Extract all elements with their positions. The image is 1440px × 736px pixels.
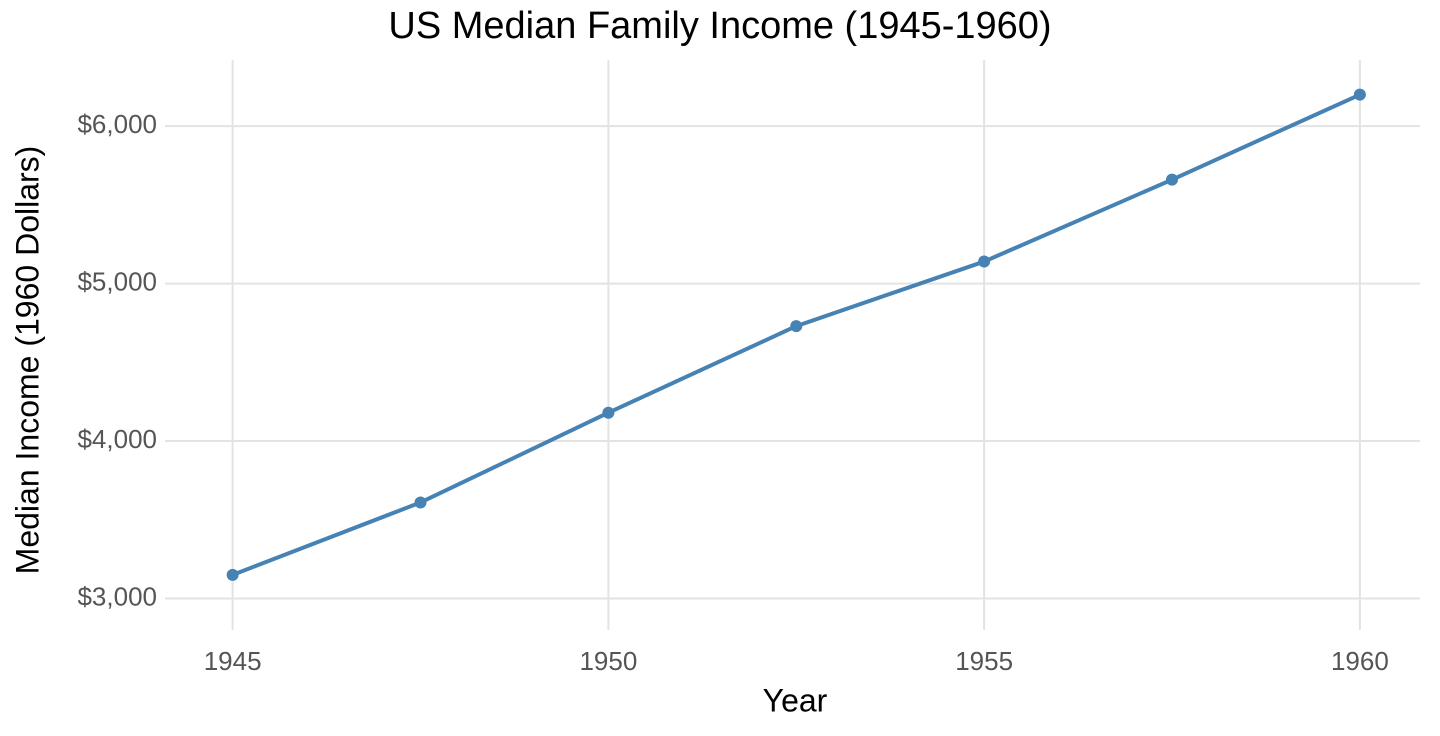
- point: [978, 255, 991, 268]
- y-tick-label: $3,000: [77, 581, 157, 611]
- point: [226, 568, 239, 581]
- y-axis-title: Median Income (1960 Dollars): [9, 146, 45, 575]
- y-tick-label: $4,000: [77, 424, 157, 454]
- x-tick-label: 1960: [1331, 646, 1389, 676]
- x-tick-label: 1955: [955, 646, 1013, 676]
- point: [790, 320, 803, 333]
- x-tick-label: 1945: [204, 646, 262, 676]
- point: [414, 496, 427, 509]
- x-tick-label: 1950: [579, 646, 637, 676]
- x-axis-title: Year: [763, 682, 828, 718]
- point: [602, 406, 615, 419]
- chart-title: US Median Family Income (1945-1960): [388, 5, 1051, 47]
- point: [1166, 173, 1179, 186]
- y-tick-label: $5,000: [77, 266, 157, 296]
- y-tick-label: $6,000: [77, 109, 157, 139]
- line: [231, 92, 1361, 577]
- point: [1353, 88, 1366, 101]
